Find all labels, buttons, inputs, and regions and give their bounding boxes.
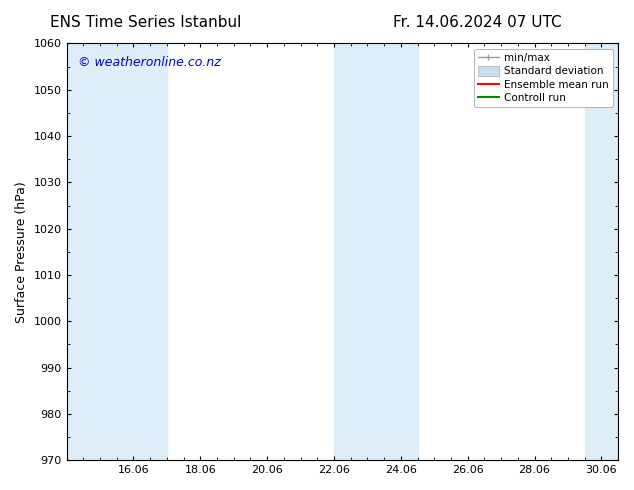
Bar (334, 44, 367, 460)
Text: Fr. 14.06.2024 07 UTC: Fr. 14.06.2024 07 UTC (393, 15, 562, 30)
Legend: min/max, Standard deviation, Ensemble mean run, Controll run: min/max, Standard deviation, Ensemble me… (474, 49, 613, 107)
Text: © weatheronline.co.nz: © weatheronline.co.nz (77, 56, 221, 69)
Y-axis label: Surface Pressure (hPa): Surface Pressure (hPa) (15, 181, 28, 323)
Text: ENS Time Series Istanbul: ENS Time Series Istanbul (49, 15, 241, 30)
Bar (117, 44, 167, 460)
Bar (585, 44, 618, 460)
Bar (367, 44, 418, 460)
Bar (67, 44, 117, 460)
